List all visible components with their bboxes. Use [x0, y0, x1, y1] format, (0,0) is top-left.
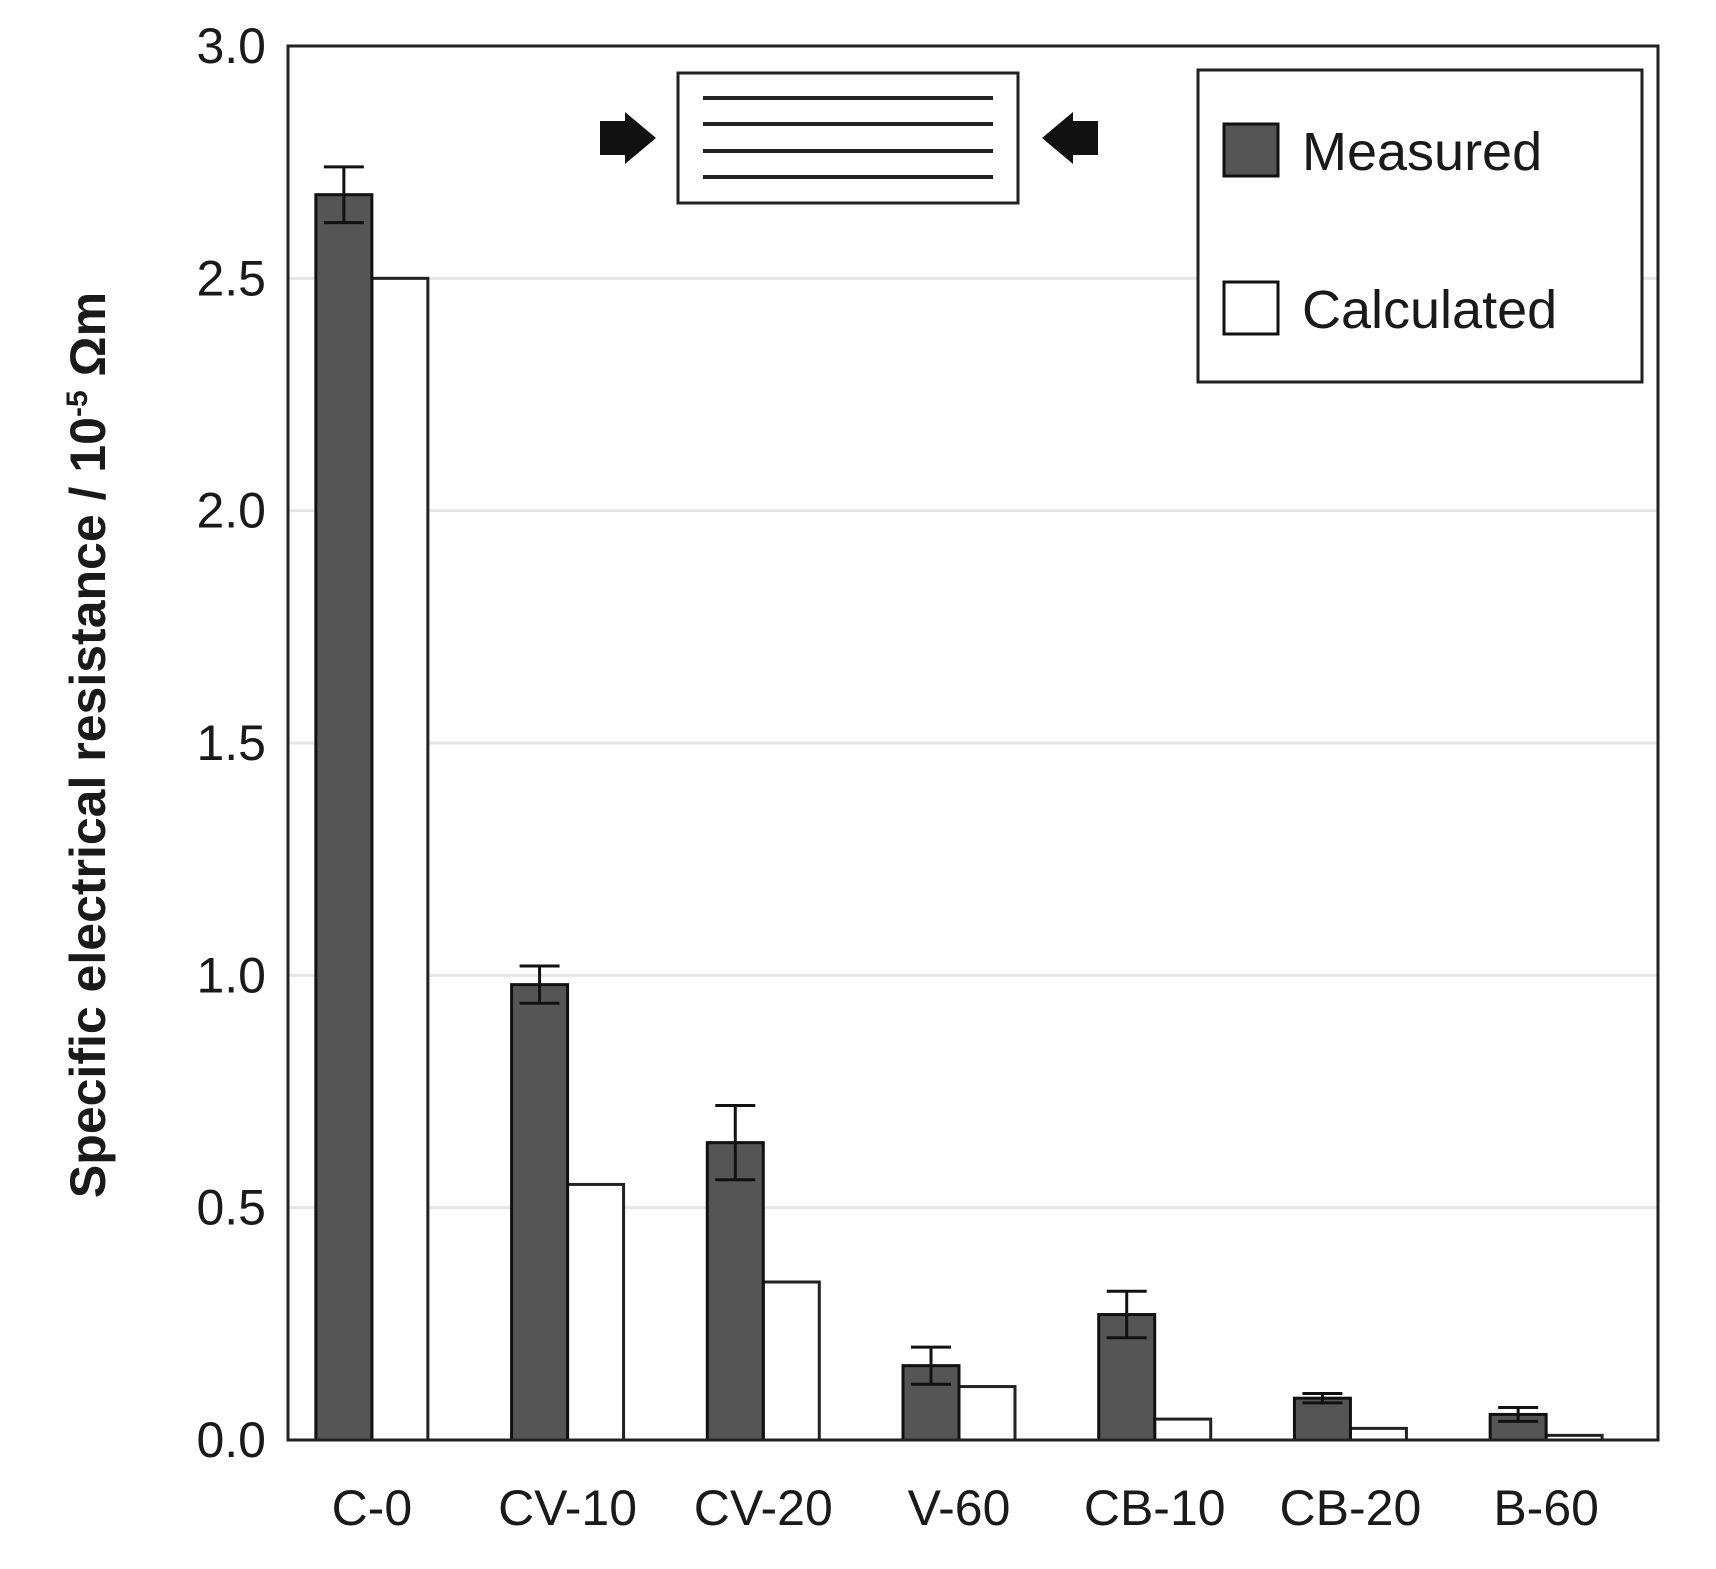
y-axis-label: Specific electrical resistance / 10-5 Ωm	[60, 292, 116, 1198]
x-category-label: CB-10	[1084, 1480, 1226, 1536]
schematic-frame	[676, 71, 1020, 205]
y-tick-label: 0.5	[196, 1180, 266, 1236]
legend: Measured Calculated	[1196, 68, 1644, 384]
bar-calculated	[1348, 1426, 1408, 1442]
y-tick-label: 3.0	[196, 18, 266, 74]
y-tick-label: 1.0	[196, 947, 266, 1003]
grid-lines	[288, 276, 1658, 1210]
x-categories: C-0 CV-10 CV-20 V-60 CB-10 CB-20 B-60	[332, 1480, 1599, 1536]
bars	[314, 165, 1604, 1442]
axes	[286, 44, 1660, 1442]
y-tick-label: 2.0	[196, 483, 266, 539]
bar-measured	[314, 193, 374, 1442]
bar-measured	[1292, 1396, 1352, 1442]
y-ticks: 0.0 0.5 1.0 1.5 2.0 2.5 3.0	[196, 18, 266, 1468]
y-tick-label: 1.5	[196, 715, 266, 771]
x-category-label: CV-10	[498, 1480, 637, 1536]
x-category-label: CV-20	[694, 1480, 833, 1536]
bar-calculated	[1153, 1417, 1213, 1442]
bar-measured	[705, 1141, 765, 1442]
legend-label-measured: Measured	[1302, 122, 1542, 182]
plot-frame	[286, 44, 1660, 1442]
bar-calculated	[370, 276, 430, 1442]
legend-swatch-calculated	[1222, 280, 1280, 336]
x-category-label: V-60	[908, 1480, 1011, 1536]
y-tick-label: 2.5	[196, 250, 266, 306]
schematic-annotation	[600, 71, 1098, 205]
x-category-label: C-0	[332, 1480, 413, 1536]
bar-calculated	[566, 1182, 626, 1442]
y-tick-label: 0.0	[196, 1412, 266, 1468]
left-arrow-icon	[600, 112, 656, 164]
right-arrow-icon	[1042, 112, 1098, 164]
x-category-label: B-60	[1493, 1480, 1599, 1536]
bar-calculated	[761, 1280, 821, 1442]
bar-measured	[510, 983, 570, 1442]
legend-label-calculated: Calculated	[1302, 280, 1557, 340]
x-category-label: CB-20	[1280, 1480, 1422, 1536]
legend-swatch-measured	[1222, 122, 1280, 178]
bar-calculated	[957, 1385, 1017, 1442]
